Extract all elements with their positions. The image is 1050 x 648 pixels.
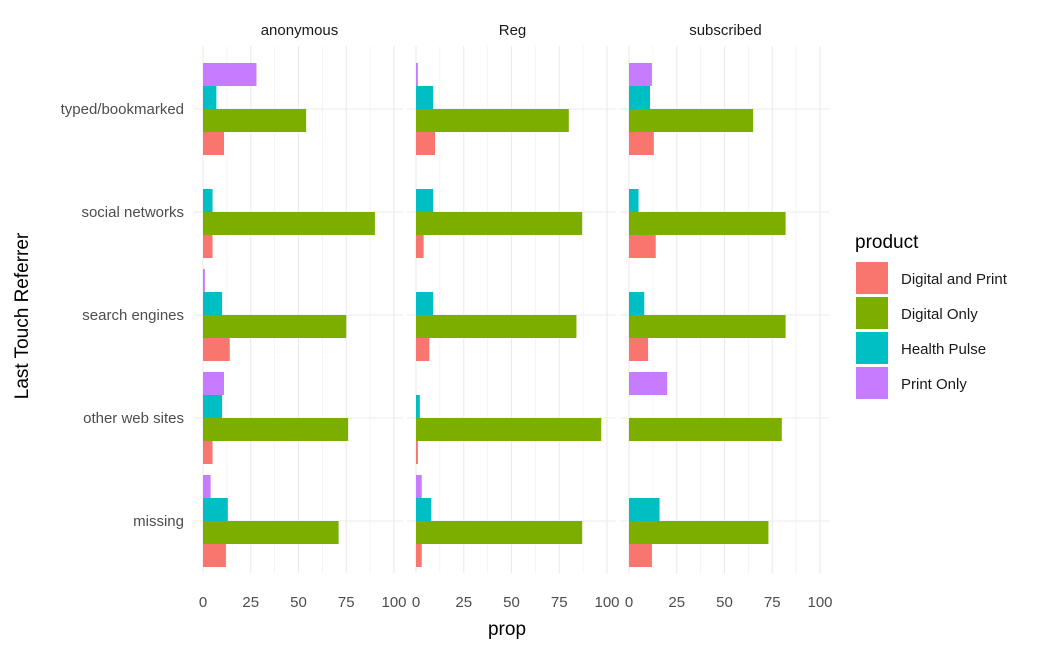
x-tick-label: 50 bbox=[503, 594, 520, 611]
legend: product Digital and Print Digital Only Hea… bbox=[855, 232, 1008, 399]
y-tick-label-search-engines: search engines bbox=[82, 307, 184, 324]
bar-subscribed-typed-bookmarked-digital-only bbox=[629, 109, 754, 132]
bar-subscribed-search-engines-health-pulse bbox=[629, 292, 645, 315]
bar-anonymous-other-web-sites-health-pulse bbox=[203, 395, 223, 418]
bar-anonymous-search-engines-digital-only bbox=[203, 315, 347, 338]
bar-subscribed-missing-digital-only bbox=[629, 521, 769, 544]
x-tick-label: 50 bbox=[716, 594, 733, 611]
bar-subscribed-other-web-sites-digital-only bbox=[629, 418, 782, 441]
bar-subscribed-search-engines-digital-only bbox=[629, 315, 786, 338]
bar-anonymous-typed-bookmarked-digital-only bbox=[203, 109, 307, 132]
legend-label-health-pulse: Health Pulse bbox=[901, 341, 986, 358]
bar-reg-social-networks-digital-only bbox=[416, 212, 583, 235]
bar-anonymous-typed-bookmarked-digital-and-print bbox=[203, 132, 225, 155]
facet-panel-reg: Reg 0 25 50 75 100 bbox=[407, 22, 620, 611]
legend-label-print-only: Print Only bbox=[901, 376, 967, 393]
bar-reg-typed-bookmarked-print-only bbox=[416, 63, 418, 86]
bar-subscribed-social-networks-digital-and-print bbox=[629, 235, 656, 258]
y-tick-labels: typed/bookmarked social networks search en… bbox=[61, 101, 184, 530]
bar-anonymous-typed-bookmarked-health-pulse bbox=[203, 86, 217, 109]
bar-reg-search-engines-digital-only bbox=[416, 315, 577, 338]
bar-subscribed-search-engines-digital-and-print bbox=[629, 338, 649, 361]
bar-reg-missing-digital-only bbox=[416, 521, 583, 544]
bar-reg-missing-digital-and-print bbox=[416, 544, 422, 567]
bar-reg-other-web-sites-digital-only bbox=[416, 418, 602, 441]
bar-anonymous-other-web-sites-digital-only bbox=[203, 418, 349, 441]
facet-panel-subscribed: subscribed 0 25 50 75 100 bbox=[620, 22, 833, 611]
bar-subscribed-typed-bookmarked-print-only bbox=[629, 63, 652, 86]
bar-anonymous-other-web-sites-digital-and-print bbox=[203, 441, 213, 464]
bar-reg-missing-print-only bbox=[416, 475, 422, 498]
facet-label-subscribed: subscribed bbox=[689, 22, 762, 39]
bar-anonymous-search-engines-print-only bbox=[203, 269, 205, 292]
facet-panel-anonymous: anonymous 0 25 50 75 100 bbox=[194, 22, 407, 611]
x-tick-label: 100 bbox=[381, 594, 406, 611]
bar-anonymous-missing-digital-and-print bbox=[203, 544, 226, 567]
y-tick-label-social-networks: social networks bbox=[81, 204, 184, 221]
facet-label-anonymous: anonymous bbox=[261, 22, 339, 39]
bar-anonymous-search-engines-health-pulse bbox=[203, 292, 223, 315]
legend-swatch-digital-and-print bbox=[856, 262, 888, 294]
legend-swatch-print-only bbox=[856, 367, 888, 399]
bar-anonymous-social-networks-digital-and-print bbox=[203, 235, 213, 258]
x-tick-label: 75 bbox=[551, 594, 568, 611]
legend-swatch-digital-only bbox=[856, 297, 888, 329]
x-tick-label: 0 bbox=[412, 594, 420, 611]
bar-subscribed-missing-health-pulse bbox=[629, 498, 660, 521]
legend-title: product bbox=[855, 232, 919, 253]
bar-anonymous-search-engines-digital-and-print bbox=[203, 338, 230, 361]
bar-subscribed-missing-digital-and-print bbox=[629, 544, 652, 567]
bar-anonymous-other-web-sites-print-only bbox=[203, 372, 225, 395]
x-tick-label: 0 bbox=[625, 594, 633, 611]
bar-subscribed-social-networks-digital-only bbox=[629, 212, 786, 235]
legend-swatch-health-pulse bbox=[856, 332, 888, 364]
bar-reg-social-networks-health-pulse bbox=[416, 189, 434, 212]
x-axis-title: prop bbox=[488, 619, 526, 640]
x-tick-label: 50 bbox=[290, 594, 307, 611]
bar-subscribed-social-networks-health-pulse bbox=[629, 189, 639, 212]
x-tick-label: 75 bbox=[338, 594, 355, 611]
bar-reg-missing-health-pulse bbox=[416, 498, 432, 521]
bar-anonymous-missing-health-pulse bbox=[203, 498, 228, 521]
x-tick-label: 75 bbox=[764, 594, 781, 611]
legend-label-digital-only: Digital Only bbox=[901, 306, 978, 323]
legend-label-digital-and-print: Digital and Print bbox=[901, 271, 1008, 288]
bar-reg-search-engines-health-pulse bbox=[416, 292, 434, 315]
y-tick-label-missing: missing bbox=[133, 513, 184, 530]
x-tick-label: 100 bbox=[594, 594, 619, 611]
bar-reg-typed-bookmarked-digital-only bbox=[416, 109, 569, 132]
x-tick-label: 25 bbox=[242, 594, 259, 611]
bar-anonymous-social-networks-health-pulse bbox=[203, 189, 213, 212]
x-tick-label: 100 bbox=[807, 594, 832, 611]
bar-reg-typed-bookmarked-digital-and-print bbox=[416, 132, 436, 155]
x-tick-label: 25 bbox=[455, 594, 472, 611]
y-tick-label-other-web-sites: other web sites bbox=[83, 410, 184, 427]
bar-reg-other-web-sites-digital-and-print bbox=[416, 441, 418, 464]
bar-anonymous-typed-bookmarked-print-only bbox=[203, 63, 257, 86]
bar-reg-other-web-sites-health-pulse bbox=[416, 395, 420, 418]
bar-reg-search-engines-digital-and-print bbox=[416, 338, 430, 361]
y-axis-title: Last Touch Referrer bbox=[12, 232, 33, 399]
y-tick-label-typed-bookmarked: typed/bookmarked bbox=[61, 101, 184, 118]
bar-subscribed-typed-bookmarked-health-pulse bbox=[629, 86, 651, 109]
bar-subscribed-other-web-sites-print-only bbox=[629, 372, 668, 395]
bar-reg-social-networks-digital-and-print bbox=[416, 235, 424, 258]
facet-label-reg: Reg bbox=[499, 22, 527, 39]
bar-anonymous-social-networks-digital-only bbox=[203, 212, 375, 235]
bar-anonymous-missing-print-only bbox=[203, 475, 211, 498]
bar-anonymous-missing-digital-only bbox=[203, 521, 339, 544]
x-tick-label: 0 bbox=[199, 594, 207, 611]
x-tick-label: 25 bbox=[668, 594, 685, 611]
bar-subscribed-typed-bookmarked-digital-and-print bbox=[629, 132, 654, 155]
bar-reg-typed-bookmarked-health-pulse bbox=[416, 86, 434, 109]
